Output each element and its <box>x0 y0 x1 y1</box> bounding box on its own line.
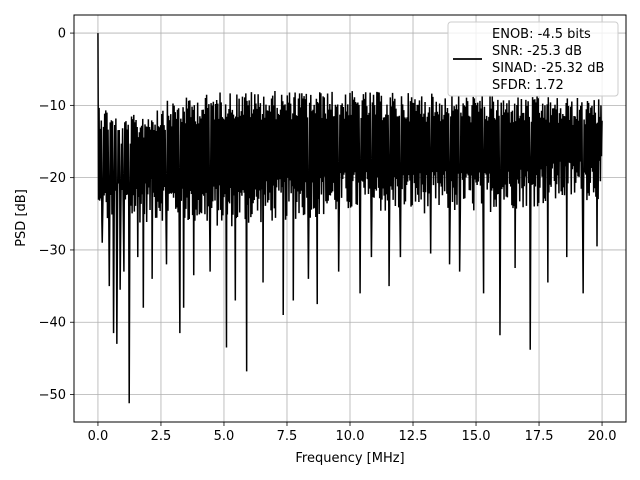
y-axis-title: PSD [dB] <box>14 189 29 247</box>
x-tick-label: 7.5 <box>277 429 298 444</box>
y-tick-label: −30 <box>39 243 66 258</box>
ticks: 0.0 2.5 5.0 7.5 10.0 12.5 15.0 17.5 20.0 0 −10 −20 −… <box>39 27 617 444</box>
x-tick-label: 5.0 <box>214 429 235 444</box>
legend-box <box>447 21 619 97</box>
y-tick-label: −50 <box>39 388 66 403</box>
series-layer <box>97 33 603 404</box>
y-tick-label: 0 <box>58 27 66 42</box>
legend-enob: ENOB: -4.5 bits <box>492 27 591 42</box>
legend: ENOB: -4.5 bits SNR: -25.3 dB SINAD: -25… <box>447 21 619 97</box>
y-tick-label: −40 <box>39 316 66 331</box>
x-tick-label: 0.0 <box>88 429 109 444</box>
x-tick-label: 17.5 <box>525 429 554 444</box>
legend-sfdr: SFDR: 1.72 <box>492 78 564 93</box>
legend-sinad: SINAD: -25.32 dB <box>492 61 604 76</box>
psd-series-line <box>97 33 603 404</box>
x-tick-label: 12.5 <box>399 429 428 444</box>
x-tick-label: 2.5 <box>151 429 172 444</box>
x-tick-label: 20.0 <box>588 429 617 444</box>
y-tick-label: −10 <box>39 99 66 114</box>
x-tick-label: 15.0 <box>462 429 491 444</box>
y-tick-label: −20 <box>39 171 66 186</box>
x-axis-title: Frequency [MHz] <box>295 451 404 466</box>
legend-snr: SNR: -25.3 dB <box>492 44 582 59</box>
x-tick-label: 10.0 <box>336 429 365 444</box>
